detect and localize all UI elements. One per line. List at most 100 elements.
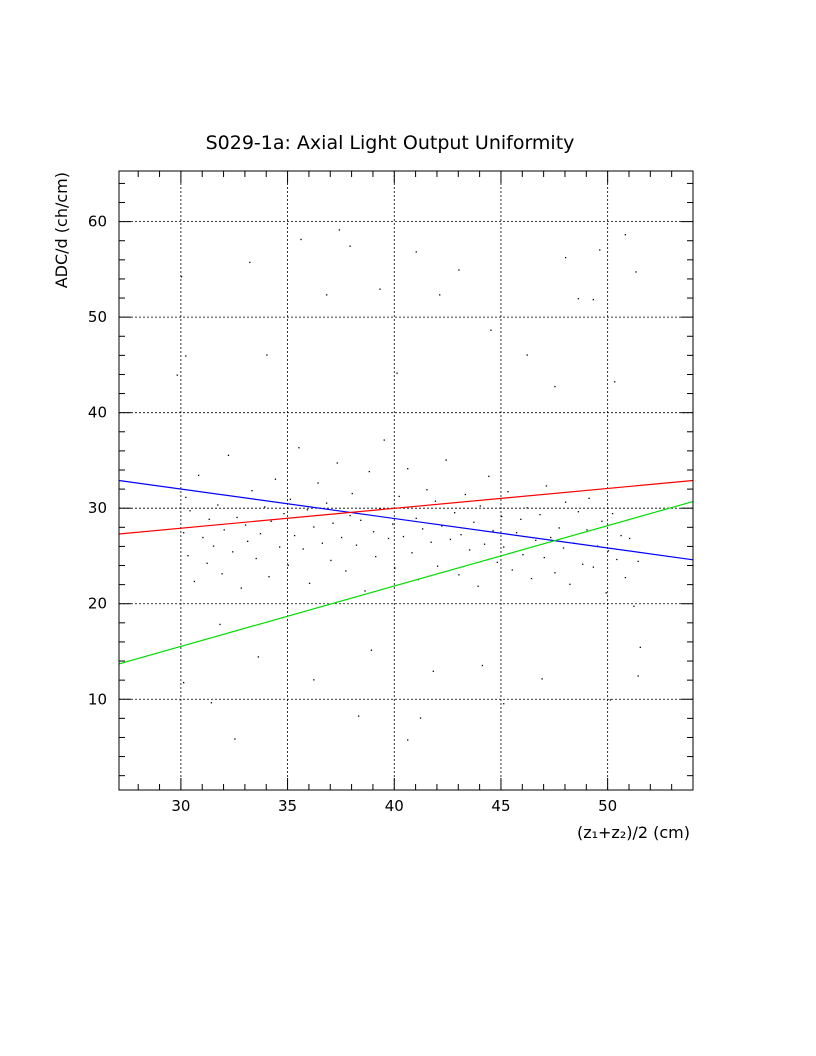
data-point: [439, 294, 441, 296]
data-point: [458, 574, 460, 576]
data-point: [368, 470, 370, 473]
data-point: [526, 354, 528, 356]
data-point: [259, 533, 262, 535]
data-point: [481, 664, 484, 667]
grid: [119, 171, 693, 790]
data-point: [308, 582, 311, 585]
data-point: [325, 294, 328, 296]
data-point: [336, 462, 338, 464]
data-point: [313, 526, 315, 528]
data-point: [558, 527, 560, 529]
data-point: [302, 548, 304, 550]
data-point: [511, 569, 513, 571]
data-point: [221, 573, 223, 575]
data-point: [477, 585, 479, 587]
data-point: [554, 385, 556, 388]
data-point: [180, 276, 183, 278]
data-point: [351, 492, 353, 495]
data-point: [635, 271, 637, 273]
x-tick-label: 30: [171, 797, 190, 815]
data-point: [185, 496, 187, 499]
fit-line: [118, 479, 694, 561]
data-point: [449, 538, 452, 541]
data-point: [357, 715, 360, 717]
data-point: [588, 497, 590, 499]
data-point: [464, 493, 466, 496]
data-point: [266, 354, 268, 356]
data-point: [582, 563, 584, 565]
data-point: [189, 510, 191, 512]
y-tick-label: 20: [88, 595, 107, 613]
data-point: [614, 381, 616, 383]
data-point: [185, 355, 187, 357]
data-point: [402, 535, 405, 538]
data-point: [289, 498, 292, 500]
data-point: [208, 518, 210, 521]
x-axis-label: (z₁+z₂)/2 (cm): [577, 823, 690, 842]
data-point: [325, 502, 328, 504]
data-point: [407, 739, 409, 741]
data-point: [490, 329, 492, 331]
data-point: [240, 587, 242, 589]
data-point: [592, 299, 595, 301]
y-axis-label: ADC/d (ch/cm): [52, 172, 71, 288]
data-point: [392, 523, 394, 525]
x-tick-label: 35: [278, 797, 297, 815]
data-point: [255, 557, 257, 560]
data-point: [407, 468, 409, 470]
data-point: [430, 541, 432, 543]
data-point: [543, 556, 545, 559]
data-point: [313, 679, 315, 681]
data-point: [360, 519, 362, 521]
data-point: [479, 505, 481, 507]
data-point: [577, 298, 580, 300]
x-tick-label: 50: [598, 797, 617, 815]
data-point: [306, 509, 309, 511]
data-point: [227, 454, 230, 457]
data-point: [394, 567, 396, 569]
data-point: [637, 560, 639, 563]
data-point: [202, 536, 204, 539]
data-point: [545, 485, 548, 487]
chart-title: S029-1a: Axial Light Output Uniformity: [206, 132, 575, 154]
data-point: [460, 533, 462, 536]
data-point: [586, 529, 588, 531]
data-point: [197, 474, 200, 477]
data-point: [535, 539, 537, 542]
data-point: [492, 530, 494, 532]
data-point: [193, 580, 195, 583]
data-point: [234, 738, 236, 740]
data-point: [637, 675, 639, 677]
data-point: [223, 529, 225, 531]
data-point: [530, 577, 533, 580]
data-point: [426, 489, 428, 491]
data-point: [249, 261, 251, 264]
data-point: [468, 549, 471, 551]
data-point: [522, 554, 524, 556]
data-point: [411, 552, 413, 554]
plot-frame: [118, 170, 694, 791]
data-point: [564, 501, 567, 503]
data-point: [419, 717, 422, 719]
x-tick-label: 45: [491, 797, 510, 815]
data-point: [251, 490, 253, 492]
data-point: [268, 576, 270, 578]
data-point: [244, 524, 247, 526]
data-point: [562, 547, 565, 549]
data-point: [624, 576, 627, 579]
data-point: [605, 592, 607, 594]
data-point: [398, 495, 400, 498]
data-point: [187, 555, 189, 557]
y-tick-label: 30: [88, 499, 107, 517]
data-point: [219, 623, 221, 626]
data-point: [338, 229, 341, 231]
x-tick-label: 40: [385, 797, 404, 815]
data-point: [441, 525, 443, 527]
data-point: [609, 699, 612, 701]
data-point: [488, 475, 490, 478]
data-point: [624, 234, 627, 236]
data-point: [349, 514, 351, 517]
data-point: [496, 561, 498, 563]
data-point: [507, 491, 509, 493]
data-point: [379, 508, 381, 510]
